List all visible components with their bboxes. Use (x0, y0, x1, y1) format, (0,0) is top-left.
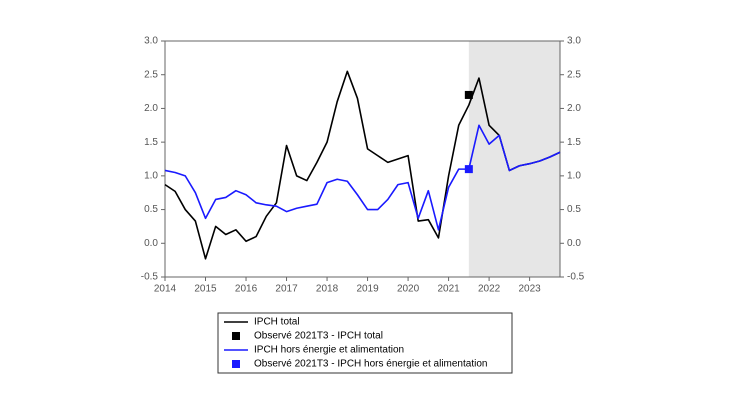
y2-tick-label: 0.0 (567, 238, 581, 249)
legend-label: IPCH total (254, 317, 300, 328)
legend-swatch (232, 360, 240, 368)
observed-marker (464, 90, 473, 99)
legend-box (217, 312, 513, 374)
legend-label: Observé 2021T3 - IPCH hors énergie et al… (254, 359, 487, 370)
plot-area: -0.5 0.0 0.5 1.0 1.5 2.0 2.5 3.0 -0.5 0.0 0.5 1.0 1.… (141, 36, 585, 295)
plot-frame (164, 40, 561, 278)
x-tick-label: 2023 (518, 284, 541, 295)
y2-tick-label: 1.0 (567, 170, 581, 181)
x-tick-label: 2016 (235, 284, 258, 295)
y-tick-label: -0.5 (141, 272, 159, 283)
y2-tick-label: 1.5 (567, 137, 581, 148)
series-line (164, 124, 561, 231)
x-tick-label: 2018 (316, 284, 339, 295)
y-tick-label: 2.0 (144, 103, 158, 114)
y-tick-label: 2.5 (144, 69, 158, 80)
y-tick-label: 1.0 (144, 170, 158, 181)
legend-label: IPCH hors énergie et alimentation (254, 345, 404, 356)
y2-tick-label: -0.5 (567, 272, 585, 283)
y2-tick-label: 0.5 (567, 204, 581, 215)
y2-tick-label: 2.0 (567, 103, 581, 114)
y-tick-label: 3.0 (144, 36, 158, 47)
x-tick-label: 2014 (154, 284, 177, 295)
y-tick-label: 0.0 (144, 238, 158, 249)
series-line (164, 70, 561, 260)
x-tick-label: 2017 (275, 284, 298, 295)
legend-swatch (232, 332, 240, 340)
legend-label: Observé 2021T3 - IPCH total (254, 331, 383, 342)
x-tick-label: 2019 (356, 284, 379, 295)
x-tick-label: 2020 (397, 284, 420, 295)
observed-marker (464, 165, 473, 174)
y2-tick-label: 2.5 (567, 69, 581, 80)
y-tick-label: 0.5 (144, 204, 158, 215)
x-tick-label: 2015 (194, 284, 217, 295)
y-tick-label: 1.5 (144, 137, 158, 148)
x-tick-label: 2021 (437, 284, 460, 295)
y2-tick-label: 3.0 (567, 36, 581, 47)
x-tick-label: 2022 (478, 284, 501, 295)
legend: IPCH total Observé 2021T3 - IPCH total IPC… (217, 312, 513, 374)
